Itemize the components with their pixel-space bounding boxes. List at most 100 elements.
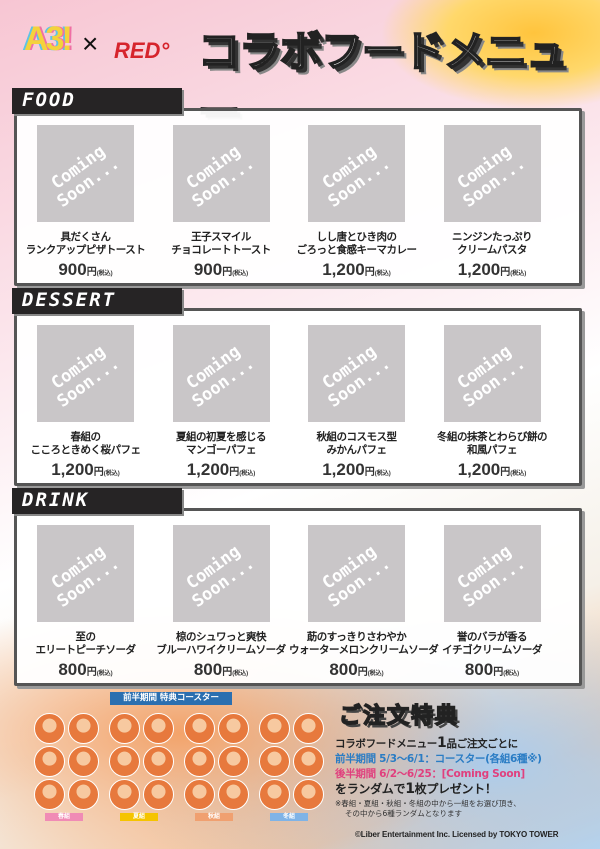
- text: 椋のシュワっと爽快: [176, 631, 267, 643]
- text: チョコレートトースト: [171, 244, 271, 256]
- yen: 円: [364, 467, 375, 478]
- group-label: 春組: [45, 813, 83, 821]
- group-label: 秋組: [195, 813, 233, 821]
- coaster: [143, 779, 174, 810]
- text: 莇のすっきりさわやか: [306, 631, 407, 643]
- menu-item: Coming Soon... しし唐とひき肉の ごろっと食感キーマカレー 1,200…: [289, 125, 424, 280]
- a3-logo: A3!: [24, 20, 73, 58]
- coaster: [68, 713, 99, 744]
- coming-soon-image: Coming Soon...: [443, 525, 541, 622]
- item-price: 900円(税込): [154, 260, 289, 280]
- coming-soon-image: Coming Soon...: [308, 325, 405, 422]
- price-value: 1,200: [457, 460, 501, 479]
- tax-label: (税込): [96, 671, 113, 677]
- coaster: [184, 779, 215, 810]
- order-bonus: ご注文特典 コラボフードメニュー1品ご注文ごとに 前半期間 5/3～6/1：コー…: [335, 698, 600, 819]
- coaster: [143, 713, 174, 744]
- text: 夏組の初夏を感じる: [176, 431, 267, 443]
- yen: 円: [500, 267, 511, 278]
- text: 具だくさん: [60, 231, 112, 243]
- tax-label: (税込): [374, 271, 391, 277]
- text: をランダムで: [335, 782, 406, 796]
- yen: 円: [493, 667, 504, 678]
- menu-item: Coming Soon... 秋組のコスモス型 みかんパフェ 1,200円(税込): [289, 325, 424, 480]
- menu-item: Coming Soon... 椋のシュワっと爽快 ブルーハワイクリームソーダ 800…: [154, 525, 289, 680]
- menu-item: Coming Soon... 王子スマイル チョコレートトースト 900円(税込): [154, 125, 289, 280]
- item-price: 800円(税込): [154, 660, 289, 680]
- coaster-banner: 前半期間 特典コースター: [110, 692, 232, 705]
- tax-label: (税込): [103, 471, 120, 477]
- text: 王子スマイル: [191, 231, 251, 243]
- item-name: 王子スマイル チョコレートトースト: [154, 231, 289, 257]
- coming-soon-image: Coming Soon...: [172, 525, 270, 622]
- text: 枚プレゼント！: [414, 782, 497, 796]
- bonus-second-half: 後半期間 6/2～6/25：[Coming Soon]: [335, 768, 525, 780]
- page-title: コラボフードメニュー: [197, 26, 569, 138]
- item-price: 1,200円(税込): [289, 260, 424, 280]
- coaster: [218, 779, 249, 810]
- price-value: 900: [58, 260, 87, 279]
- coming-soon-image: Coming Soon...: [37, 525, 134, 622]
- text: イチゴクリームソーダ: [442, 644, 542, 656]
- yen: 円: [364, 267, 375, 278]
- item-price: 900円(税込): [18, 260, 153, 280]
- text: エリートピーチソーダ: [35, 644, 137, 656]
- tax-label: (税込): [96, 271, 113, 277]
- bonus-line-4: をランダムで1枚プレゼント！: [335, 782, 600, 797]
- coaster: [109, 713, 140, 744]
- background-splash: [380, 0, 600, 110]
- section-tab-dessert: DESSERT: [12, 288, 182, 314]
- menu-item: Coming Soon... 春組の こころときめく桜パフェ 1,200円(税込): [18, 325, 153, 480]
- price-value: 1,200: [51, 460, 94, 479]
- item-name: 誉のバラが香る イチゴクリームソーダ: [425, 631, 560, 657]
- item-name: 夏組の初夏を感じる マンゴーパフェ: [154, 431, 289, 457]
- price-value: 800: [58, 660, 87, 679]
- item-name: 春組の こころときめく桜パフェ: [18, 431, 153, 457]
- yen: 円: [357, 667, 368, 678]
- price-value: 1,200: [457, 260, 501, 279]
- header: A3! × RED° コラボフードメニュー: [0, 0, 600, 138]
- coaster: [34, 779, 65, 810]
- tax-label: (税込): [232, 671, 249, 677]
- coaster-showcase: 前半期間 特典コースター 春組 夏組 秋組 冬組: [30, 690, 330, 830]
- menu-item: Coming Soon... ニンジンたっぷり クリームパスタ 1,200円(税込): [425, 125, 560, 280]
- coming-soon-image: Coming Soon...: [37, 325, 134, 422]
- text: 1: [437, 735, 447, 751]
- yen: 円: [222, 267, 233, 278]
- text: 至の: [75, 631, 97, 643]
- yen: 円: [500, 467, 511, 478]
- text: 品ご注文ごとに: [446, 738, 518, 750]
- group-label: 冬組: [270, 813, 308, 821]
- tax-label: (税込): [367, 671, 384, 677]
- section-tab-food: FOOD: [12, 88, 182, 114]
- text: ブルーハワイクリームソーダ: [156, 644, 286, 656]
- item-price: 800円(税込): [425, 660, 560, 680]
- item-price: 1,200円(税込): [425, 460, 560, 480]
- menu-item: Coming Soon... 夏組の初夏を感じる マンゴーパフェ 1,200円(税込…: [154, 325, 289, 480]
- item-price: 800円(税込): [18, 660, 153, 680]
- price-value: 800: [464, 660, 494, 679]
- coaster: [259, 779, 290, 810]
- coaster: [293, 713, 324, 744]
- text: その中から6種ランダムとなります: [345, 809, 463, 818]
- coaster: [259, 713, 290, 744]
- item-name: 秋組のコスモス型 みかんパフェ: [289, 431, 424, 457]
- coaster: [68, 779, 99, 810]
- section-panel-food: Coming Soon... 具だくさん ランクアップピザトースト 900円(税込)…: [14, 108, 582, 286]
- coaster: [34, 713, 65, 744]
- yen: 円: [229, 467, 240, 478]
- text: 誉のバラが香る: [457, 631, 528, 643]
- text: ランクアップピザトースト: [25, 244, 146, 256]
- coaster: [259, 746, 290, 777]
- tax-label: (税込): [374, 471, 391, 477]
- bonus-title: ご注文特典: [338, 703, 460, 730]
- tax-label: (税込): [510, 471, 527, 477]
- coaster: [109, 779, 140, 810]
- yen: 円: [86, 267, 97, 278]
- price-value: 800: [193, 660, 223, 679]
- coming-soon-image: Coming Soon...: [308, 525, 405, 622]
- text: 冬組の抹茶とわらび餅の: [437, 431, 548, 443]
- bonus-line-1: コラボフードメニュー1品ご注文ごとに: [335, 736, 600, 752]
- coaster: [184, 746, 215, 777]
- text: 1: [405, 781, 415, 797]
